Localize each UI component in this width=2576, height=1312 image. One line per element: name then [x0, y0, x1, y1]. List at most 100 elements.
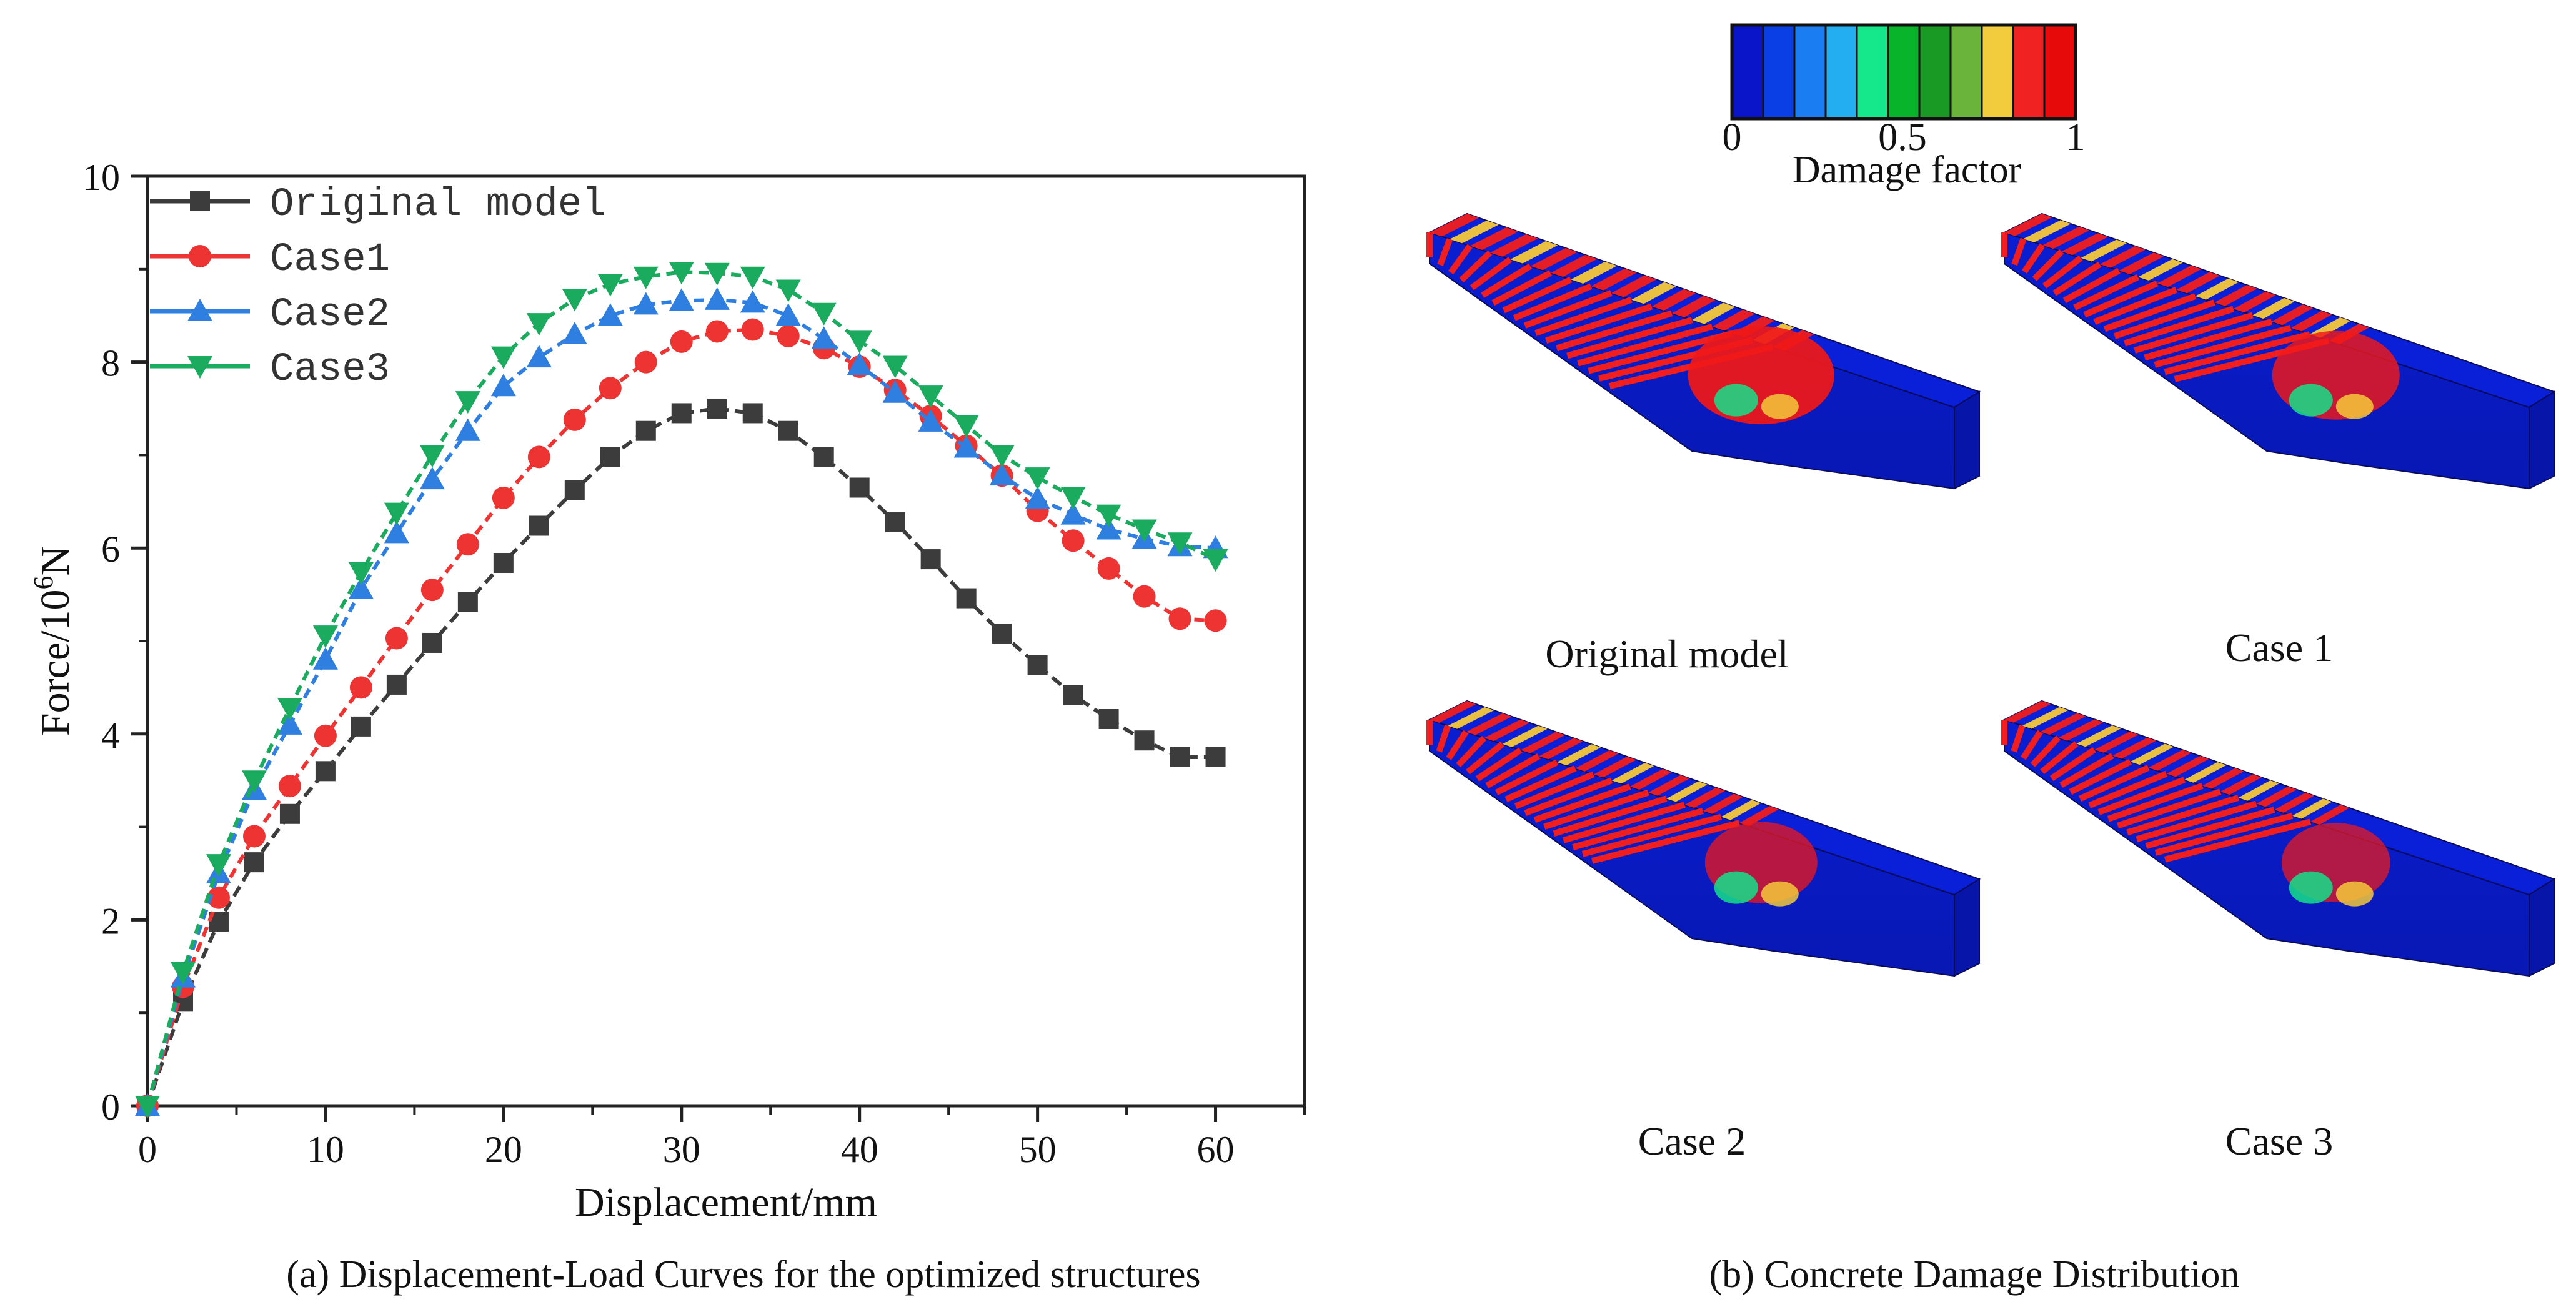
data-point-original-model — [1098, 708, 1119, 729]
beam-end-face — [1954, 390, 1980, 490]
data-point-case3 — [1025, 467, 1050, 490]
damage-crack — [2032, 249, 2064, 281]
data-point-case3 — [953, 415, 979, 438]
data-point-case2 — [669, 288, 694, 311]
data-point-case1 — [456, 533, 479, 556]
data-point-case3 — [704, 262, 730, 286]
damage-crack — [2164, 818, 2312, 863]
series-case2 — [135, 287, 1228, 1116]
damage-crack — [1448, 244, 1473, 275]
series-case3 — [135, 262, 1228, 1118]
y-tick-label: 0 — [101, 1086, 120, 1128]
data-point-case1 — [777, 324, 800, 347]
data-point-case2 — [455, 418, 480, 441]
legend-item-case2: Case2 — [150, 292, 390, 337]
damage-zone-minor — [2289, 384, 2333, 417]
damage-crack — [1524, 777, 1613, 817]
data-point-original-model — [707, 399, 727, 419]
damage-crack — [1523, 290, 1613, 329]
data-point-case3 — [633, 266, 659, 289]
data-point-case3 — [882, 355, 908, 379]
damage-crack — [1543, 789, 1649, 830]
y-tick-label: 8 — [101, 343, 120, 384]
data-point-case3 — [989, 445, 1015, 468]
beam-end-face — [1954, 878, 1980, 977]
damage-crack — [1577, 323, 1713, 367]
data-point-case3 — [170, 962, 196, 985]
data-point-original-model — [493, 553, 514, 574]
data-point-original-model — [1027, 655, 1048, 675]
legend-marker — [187, 356, 212, 379]
damage-crack — [2093, 287, 2177, 325]
damage-stripe — [2061, 233, 2109, 256]
damage-zone-minor — [1761, 394, 1799, 419]
damage-zone-minor — [1761, 881, 1799, 907]
series-original-model — [137, 399, 1226, 1116]
damage-stripe — [2214, 285, 2257, 306]
data-point-case1 — [492, 486, 515, 509]
damage-stripe — [2157, 265, 2202, 287]
data-point-case1 — [420, 579, 444, 602]
damage-crack — [2062, 267, 2121, 304]
damage-crack — [2049, 747, 2096, 782]
damage-stripe — [1430, 214, 1479, 237]
data-point-case1 — [207, 886, 230, 909]
axis-ticks — [131, 174, 1306, 1122]
damage-stripe — [2252, 297, 2295, 319]
damage-stripe — [2022, 707, 2069, 729]
colorbar-segment — [1919, 25, 1951, 119]
data-point-case2 — [775, 303, 801, 326]
data-point-case2 — [918, 409, 943, 432]
damage-stripe — [2195, 278, 2239, 300]
data-point-case2 — [989, 463, 1015, 486]
data-point-original-model — [422, 632, 442, 653]
damage-crack — [1562, 802, 1686, 843]
damage-crack — [1572, 808, 1704, 850]
damage-stripe — [1671, 296, 1716, 317]
data-point-original-model — [564, 480, 585, 500]
colorbar-segment — [1794, 25, 1826, 119]
colorbar-frame — [1730, 23, 2077, 121]
data-point-case1 — [705, 320, 729, 343]
damage-crack — [1481, 263, 1533, 298]
data-point-case2 — [597, 303, 623, 326]
damage-stripe — [2112, 737, 2157, 759]
damage-crack — [2126, 795, 2240, 836]
data-point-case3 — [490, 346, 516, 369]
data-point-case3 — [241, 770, 267, 793]
damage-crack — [1436, 725, 1451, 753]
damage-stripe — [2271, 304, 2314, 326]
damage-crack — [2021, 730, 2043, 760]
x-tick-label: 10 — [307, 1129, 344, 1170]
data-point-case3 — [1203, 549, 1228, 572]
data-point-case2 — [704, 287, 730, 310]
damage-crack — [1545, 303, 1653, 344]
data-point-case2 — [277, 712, 302, 735]
data-point-case1 — [242, 825, 266, 848]
damage-stripe — [1489, 234, 1538, 257]
data-point-case1 — [1062, 529, 1085, 552]
legend-item-case1: Case1 — [150, 237, 390, 282]
colorbar-tick-0-5: 0.5 — [1878, 116, 1927, 159]
caption-a: (a) Displacement-Load Curves for the opt… — [286, 1253, 1200, 1296]
colorbar-label: Damage factor — [1793, 149, 2022, 191]
damage-stripe — [2292, 798, 2332, 819]
y-axis-label-base: Force/10 — [32, 590, 78, 737]
data-point-original-model — [600, 447, 620, 467]
series-layer — [135, 262, 1228, 1118]
data-point-original-model — [635, 420, 656, 441]
colorbar-segment — [1982, 25, 2014, 119]
data-point-case3 — [918, 385, 943, 409]
data-point-case3 — [775, 279, 801, 302]
legend-label: Case2 — [270, 292, 390, 337]
data-point-original-model — [279, 803, 300, 824]
damage-crack — [2097, 777, 2186, 815]
damage-stripe — [1684, 787, 1726, 808]
data-point-original-model — [778, 420, 798, 441]
data-point-original-model — [351, 716, 371, 737]
caption-b: (b) Concrete Damage Distribution — [1709, 1253, 2240, 1296]
y-axis-label: Force/106N — [28, 546, 78, 736]
data-point-original-model — [386, 674, 407, 695]
legend-marker — [190, 191, 210, 211]
data-point-original-model — [1063, 685, 1083, 705]
